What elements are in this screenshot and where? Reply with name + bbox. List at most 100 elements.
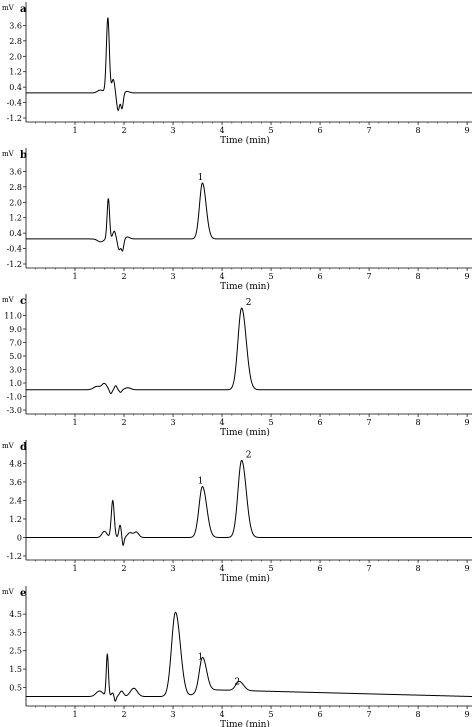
x-tick-label: 4: [219, 710, 224, 719]
x-tick-label: 1: [72, 710, 77, 719]
signal-trace: [26, 459, 472, 547]
x-tick-label: 2: [121, 126, 126, 135]
x-tick-label: 9: [465, 126, 470, 135]
y-unit-label: mV: [2, 442, 15, 450]
y-tick-label: 4.8: [9, 459, 22, 468]
x-tick-label: 6: [318, 126, 323, 135]
y-tick-label: 2.0: [9, 198, 22, 207]
y-tick-label: -3.0: [7, 406, 22, 415]
y-tick-label: 0.4: [9, 229, 22, 238]
y-unit-label: mV: [2, 150, 15, 158]
peak-label: 2: [246, 298, 252, 308]
x-tick-label: 5: [269, 418, 274, 427]
signal-trace: [26, 17, 472, 111]
x-tick-label: 6: [318, 710, 323, 719]
y-tick-label: -1.0: [7, 393, 22, 402]
x-tick-label: 9: [465, 272, 470, 281]
y-tick-label: 1.2: [9, 68, 22, 77]
x-tick-label: 5: [269, 126, 274, 135]
x-tick-label: 3: [170, 272, 175, 281]
x-tick-label: 4: [219, 126, 224, 135]
x-tick-label: 1: [72, 272, 77, 281]
x-tick-label: 1: [72, 418, 77, 427]
panel-d: dmV 4.8 3.6 2.4 1.2 0 -1.2 1 2 3 4 5 6 7 8 9 Time (min) 1…: [2, 440, 472, 584]
y-tick-label: -1.2: [7, 114, 22, 123]
x-tick-label: 8: [416, 272, 421, 281]
x-tick-label: 6: [318, 564, 323, 573]
y-tick-label: 1.0: [9, 379, 22, 388]
x-tick-label: 8: [416, 564, 421, 573]
y-unit-label: mV: [2, 296, 15, 304]
y-tick-label: 2.5: [9, 647, 22, 656]
y-tick-label: -1.2: [7, 552, 22, 561]
y-tick-label: -1.2: [7, 260, 22, 269]
y-tick-label: 1.2: [9, 214, 22, 223]
panel-b: bmV 3.6 2.8 2.0 1.2 0.4 -0.4 -1.2 1 2 3 4 5 6 7 8 9 Time …: [2, 148, 472, 292]
peak-label: 1: [198, 653, 204, 663]
peak-label: 1: [198, 477, 204, 487]
y-tick-label: 0: [17, 533, 22, 542]
panel-c: cmV 11.0 9.0 7.0 5.0 3.0 1.0 -1.0 -3.0 1 2 3 4 5 6 7 8 9 T…: [2, 294, 472, 438]
x-tick-label: 2: [121, 272, 126, 281]
y-tick-label: 3.6: [9, 21, 22, 30]
x-tick-label: 7: [367, 710, 372, 719]
y-unit-label: mV: [2, 588, 15, 596]
x-tick-label: 8: [416, 418, 421, 427]
y-tick-label: 0.4: [9, 83, 22, 92]
signal-trace: [26, 611, 473, 702]
x-tick-label: 7: [367, 126, 372, 135]
x-axis-label: Time (min): [220, 135, 270, 146]
x-tick-label: 2: [121, 710, 126, 719]
signal-trace: [26, 307, 472, 395]
y-tick-label: 7.0: [9, 339, 22, 348]
x-tick-label: 5: [269, 272, 274, 281]
peak-label: 2: [246, 450, 252, 460]
y-tick-label: 1.5: [9, 665, 22, 674]
panel-a: amV 3.6 2.8 2.0 1.2 0.4 -0.4 -1.2 1 2 3 4 5 6 7 8 9 Time …: [2, 2, 472, 146]
x-tick-label: 3: [170, 710, 175, 719]
x-tick-label: 6: [318, 272, 323, 281]
x-tick-label: 7: [367, 418, 372, 427]
x-tick-label: 3: [170, 418, 175, 427]
x-tick-label: 6: [318, 418, 323, 427]
y-tick-label: 3.0: [9, 366, 22, 375]
x-axis-label: Time (min): [220, 281, 270, 292]
y-tick-label: 2.4: [9, 496, 22, 505]
y-tick-label: -0.4: [7, 245, 22, 254]
panel-letter: e: [20, 588, 26, 599]
x-tick-label: 1: [72, 126, 77, 135]
x-tick-label: 4: [219, 272, 224, 281]
x-tick-label: 7: [367, 564, 372, 573]
signal-trace: [26, 182, 472, 252]
y-tick-label: 1.2: [9, 515, 22, 524]
x-axis-label: Time (min): [220, 427, 270, 438]
x-tick-label: 7: [367, 272, 372, 281]
y-tick-label: 3.6: [9, 167, 22, 176]
x-tick-label: 4: [219, 564, 224, 573]
x-tick-label: 4: [219, 418, 224, 427]
y-tick-label: 2.0: [9, 52, 22, 61]
x-tick-label: 2: [121, 418, 126, 427]
panel-letter: c: [20, 296, 26, 307]
y-tick-label: 4.5: [9, 610, 22, 619]
panel-letter: a: [20, 4, 27, 15]
y-tick-label: 3.6: [9, 478, 22, 487]
x-tick-label: 9: [465, 418, 470, 427]
y-tick-label: 9.0: [9, 325, 22, 334]
panel-letter: b: [20, 150, 27, 161]
x-tick-label: 2: [121, 564, 126, 573]
y-unit-label: mV: [2, 4, 15, 12]
x-tick-label: 3: [170, 126, 175, 135]
y-tick-label: 11.0: [4, 312, 22, 321]
x-tick-label: 9: [465, 710, 470, 719]
x-tick-label: 9: [465, 564, 470, 573]
panel-letter: d: [20, 442, 27, 453]
y-tick-label: 5.0: [9, 352, 22, 361]
peak-label: 2: [234, 677, 240, 687]
x-tick-label: 5: [269, 564, 274, 573]
y-tick-label: 2.8: [9, 37, 22, 46]
x-axis-label: Time (min): [220, 719, 270, 727]
x-tick-label: 8: [416, 126, 421, 135]
x-tick-label: 8: [416, 710, 421, 719]
peak-label: 1: [198, 173, 204, 183]
